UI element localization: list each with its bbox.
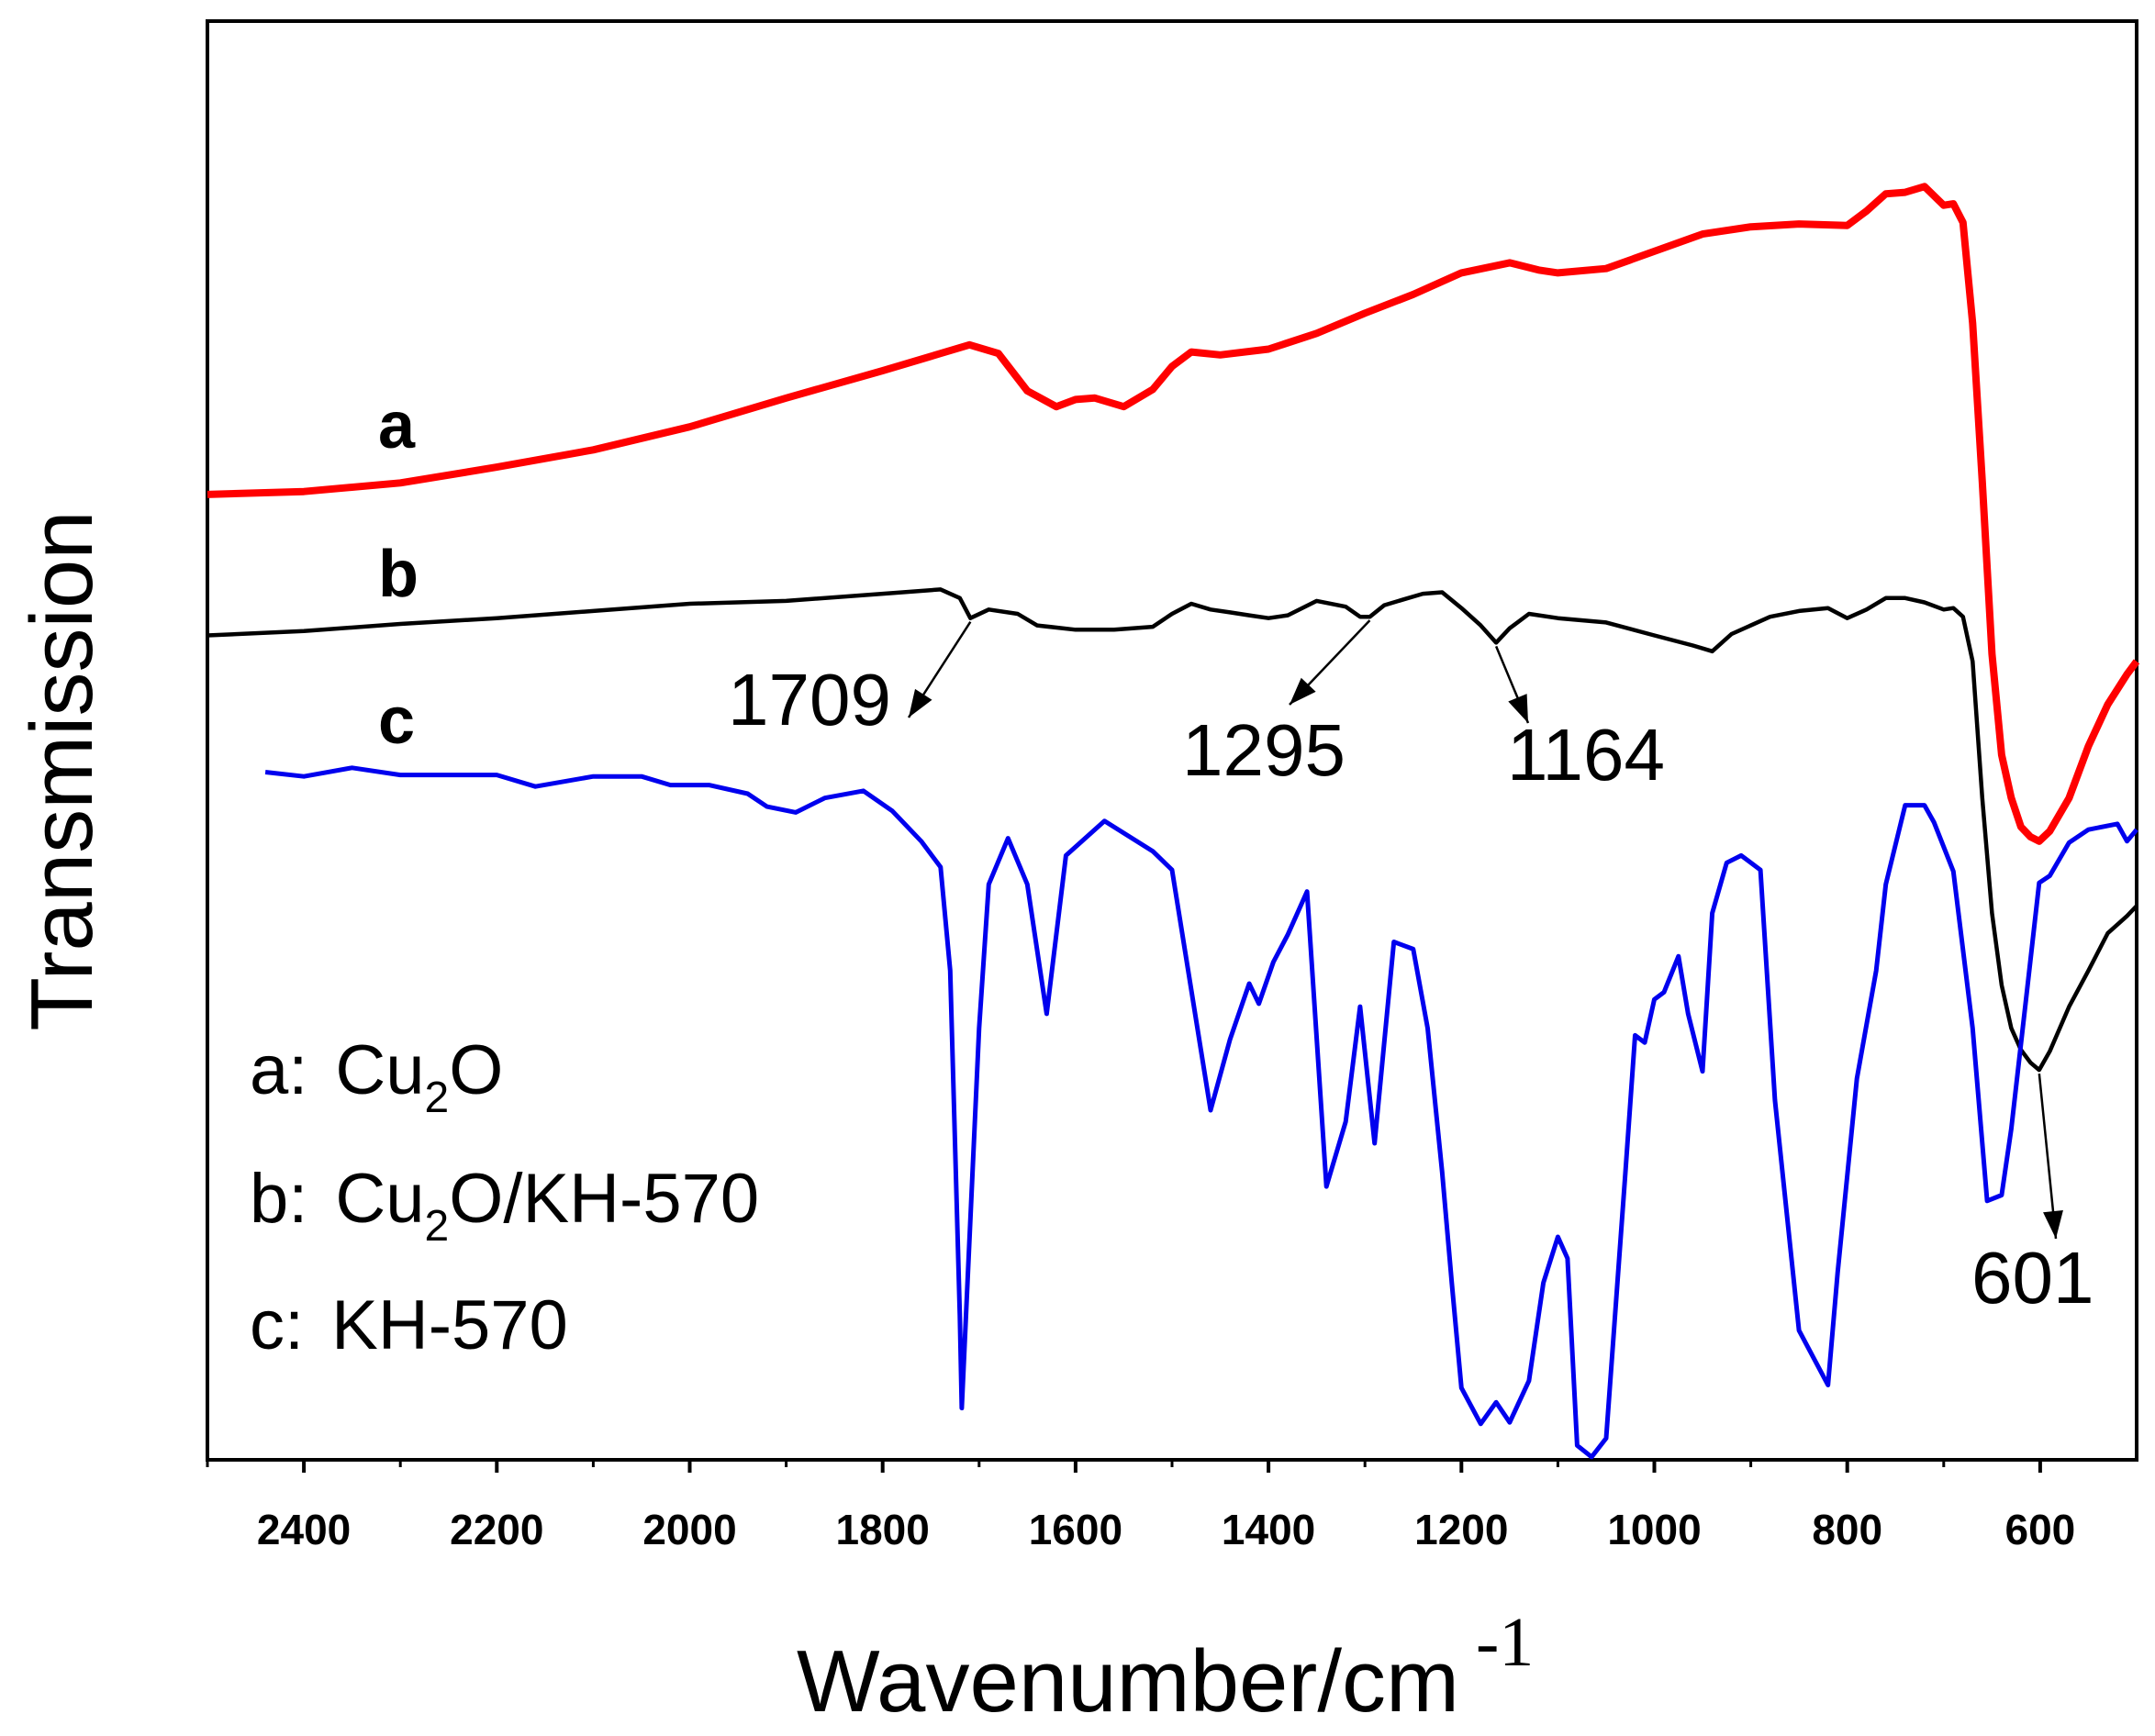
legend-entry-b-prefix: b: <box>250 1160 307 1238</box>
legend-entry-b-sub: 2 <box>425 1202 450 1251</box>
annotation-601: 601 <box>1971 1237 2094 1319</box>
annotation-1295: 1295 <box>1182 709 1345 791</box>
legend-entry-a-sub: 2 <box>425 1074 450 1122</box>
x-axis-tick-labels: 2400 2200 2000 1800 1600 1400 1200 1000 800 600 <box>257 1506 2075 1553</box>
series-group <box>207 183 2140 1460</box>
x-tick-label-2400: 2400 <box>257 1506 351 1553</box>
legend-entry-a-text: Cu <box>335 1031 424 1109</box>
x-tick-label-1200: 1200 <box>1414 1506 1508 1553</box>
x-tick-label-2200: 2200 <box>450 1506 543 1553</box>
plot-frame <box>206 19 2138 1462</box>
series-c-line <box>264 765 2138 1460</box>
legend-entry-a: a: Cu2O <box>250 1031 503 1122</box>
arrow-head-1164 <box>1508 694 1528 723</box>
x-tick-label-1800: 1800 <box>836 1506 930 1553</box>
curve-label-c: c <box>378 684 415 758</box>
arrow-head-1295 <box>1290 677 1316 705</box>
legend-entry-c: c: KH-570 <box>250 1286 568 1364</box>
y-axis-title: Transmission <box>13 510 111 1030</box>
arrow-head-1709 <box>909 688 932 718</box>
x-tick-label-1000: 1000 <box>1607 1506 1701 1553</box>
curve-label-a: a <box>378 389 416 462</box>
x-tick-label-600: 600 <box>2005 1506 2076 1553</box>
legend-entry-b-text: Cu <box>335 1160 424 1238</box>
annotation-1709: 1709 <box>728 659 891 740</box>
legend-entry-c-text: KH-570 <box>331 1286 568 1364</box>
x-axis-ticks <box>206 1460 2042 1473</box>
x-axis-title-superscript: -1 <box>1476 1604 1534 1681</box>
legend-entry-b-tail: O/KH-570 <box>449 1160 759 1238</box>
arrow-head-601 <box>2043 1210 2063 1239</box>
x-axis-title: Wavenumber/cm -1 <box>797 1604 1534 1730</box>
x-tick-label-800: 800 <box>1812 1506 1882 1553</box>
arrow-line-601 <box>2038 1073 2058 1240</box>
curve-label-b: b <box>378 538 419 611</box>
x-axis-title-main: Wavenumber/cm <box>797 1632 1459 1730</box>
x-tick-label-2000: 2000 <box>642 1506 736 1553</box>
legend-entry-a-prefix: a: <box>250 1031 307 1109</box>
legend-entry-c-prefix: c: <box>250 1286 304 1364</box>
annotation-1164: 1164 <box>1507 714 1665 796</box>
annotation-arrows <box>907 619 2063 1240</box>
legend: a: Cu2O b: Cu2O/KH-570 c: KH-570 <box>250 1031 759 1364</box>
legend-entry-b: b: Cu2O/KH-570 <box>250 1160 759 1251</box>
series-a-line <box>207 183 2140 845</box>
x-tick-label-1600: 1600 <box>1029 1506 1122 1553</box>
x-tick-label-1400: 1400 <box>1222 1506 1315 1553</box>
series-b-line <box>207 587 2138 1073</box>
legend-entry-a-tail: O <box>449 1031 503 1109</box>
